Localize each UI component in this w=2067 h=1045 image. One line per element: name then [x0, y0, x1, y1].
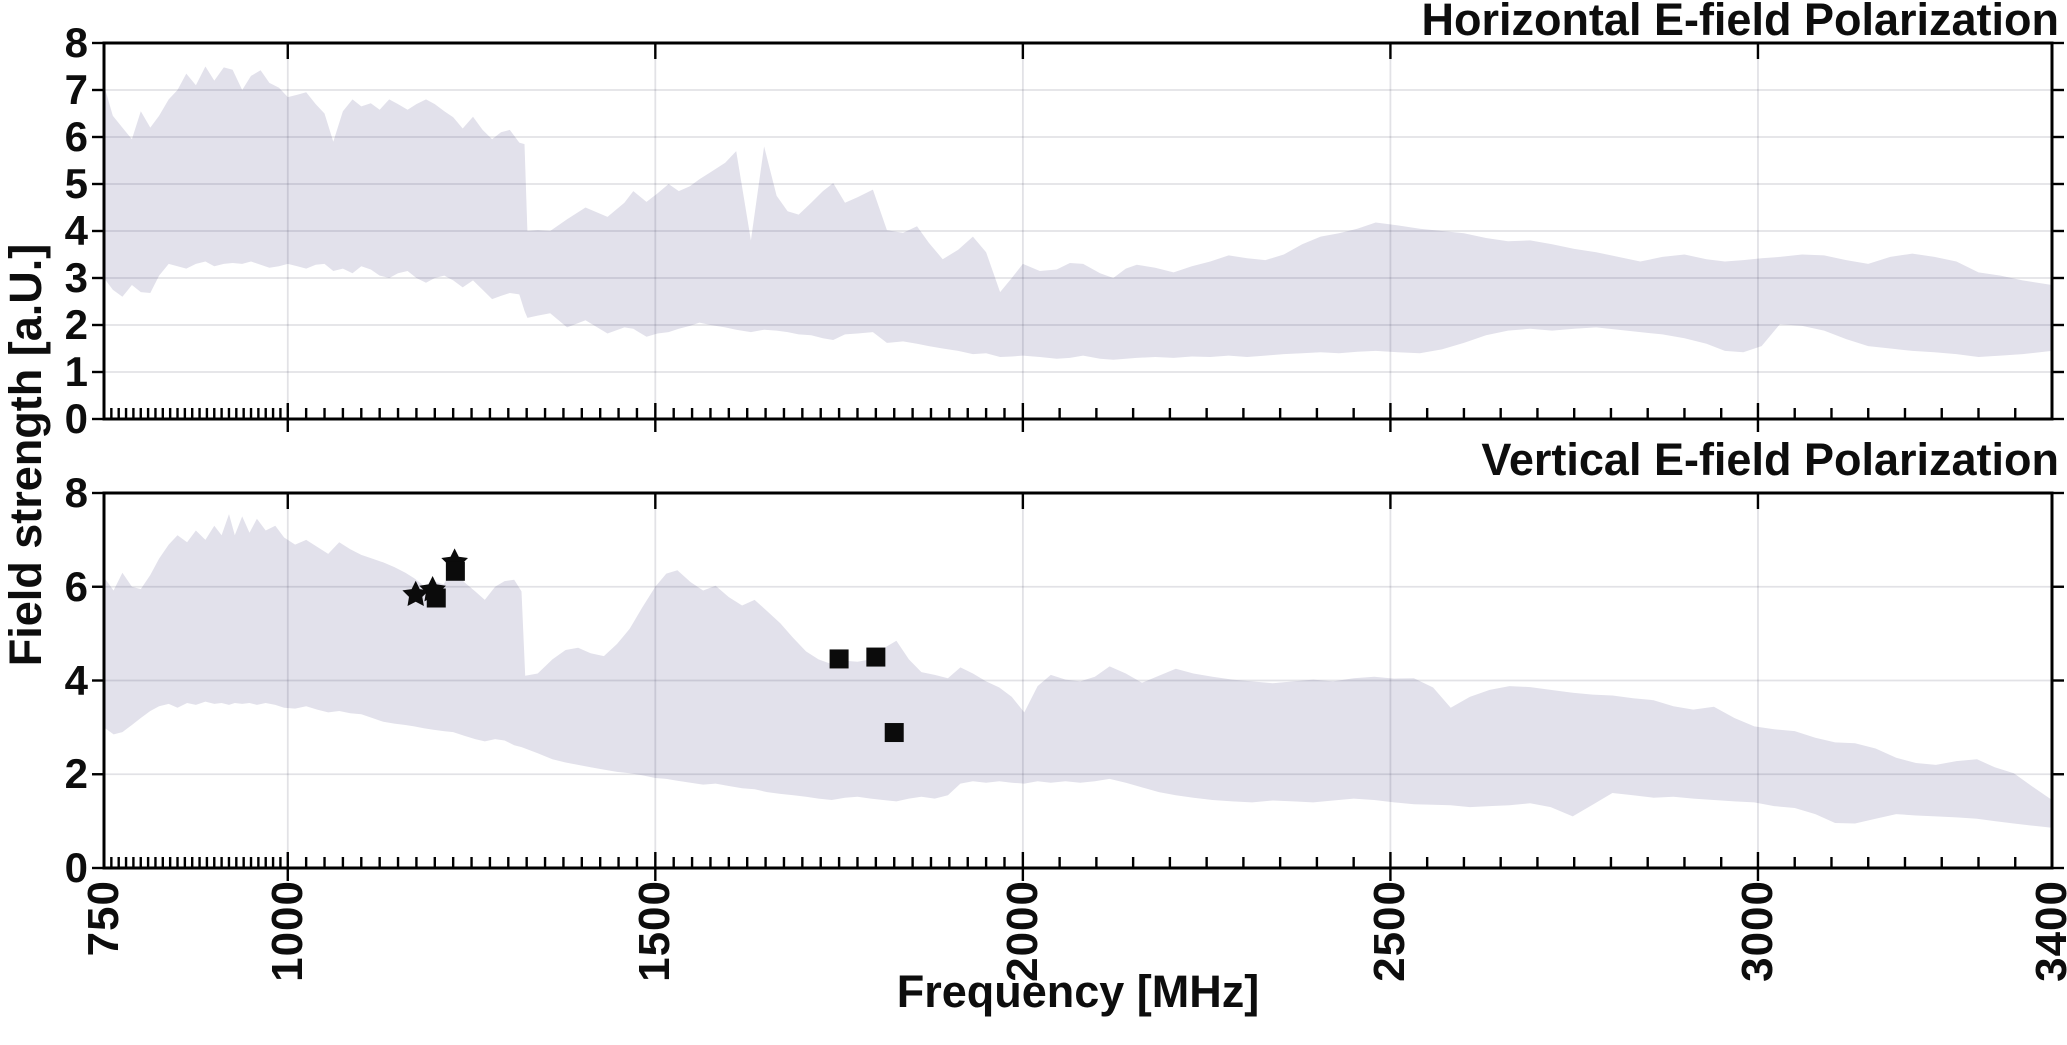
- horizontal-polarization-plot: [92, 41, 2064, 432]
- y-tick-label: 2: [64, 301, 88, 348]
- marker-square: [884, 723, 904, 743]
- axes-border: [102, 41, 2054, 421]
- x-tick-label: 1000: [262, 880, 312, 982]
- y-tick-label: 5: [64, 160, 88, 207]
- y-tick-label: 3: [64, 254, 88, 301]
- y-tick-label: 4: [64, 207, 88, 254]
- x-tick-label: 750: [79, 880, 128, 957]
- marker-square: [829, 649, 849, 669]
- y-tick-label: 2: [64, 750, 88, 798]
- x-tick-label: 3000: [1732, 880, 1782, 982]
- min-max-band: [104, 66, 2052, 360]
- y-tick-label: 0: [64, 395, 88, 442]
- y-tick-label: 6: [64, 562, 88, 610]
- vertical-polarization-plot: [92, 491, 2064, 881]
- min-max-band: [104, 514, 2052, 828]
- gridlines: [104, 43, 2052, 419]
- y-axis-label: Field strength [a.U.]: [0, 243, 51, 667]
- x-tick-label: 3400: [2027, 880, 2067, 982]
- marker-square: [866, 647, 886, 667]
- marker-star: [402, 580, 429, 606]
- axes-border: [102, 491, 2054, 870]
- y-tick-label: 1: [64, 348, 88, 395]
- y-tick-label: 4: [64, 656, 88, 704]
- marker-square: [426, 588, 446, 608]
- x-tick-label: 1500: [630, 880, 680, 982]
- bottom-plot-title: Vertical E-field Polarization: [1481, 434, 2059, 485]
- y-tick-label: 8: [64, 19, 88, 66]
- measurement-markers: [402, 548, 904, 743]
- y-tick-label: 6: [64, 113, 88, 160]
- top-plot-title: Horizontal E-field Polarization: [1421, 0, 2059, 45]
- ticks: [92, 491, 2064, 881]
- x-axis-label: Frequency [MHz]: [896, 966, 1260, 1017]
- y-tick-label: 8: [64, 469, 88, 516]
- ticks: [92, 41, 2064, 432]
- y-tick-label: 7: [64, 66, 88, 113]
- marker-square: [445, 561, 465, 581]
- x-tick-label: 2500: [1365, 880, 1415, 982]
- y-tick-label: 0: [64, 844, 88, 891]
- gridlines: [104, 493, 2052, 868]
